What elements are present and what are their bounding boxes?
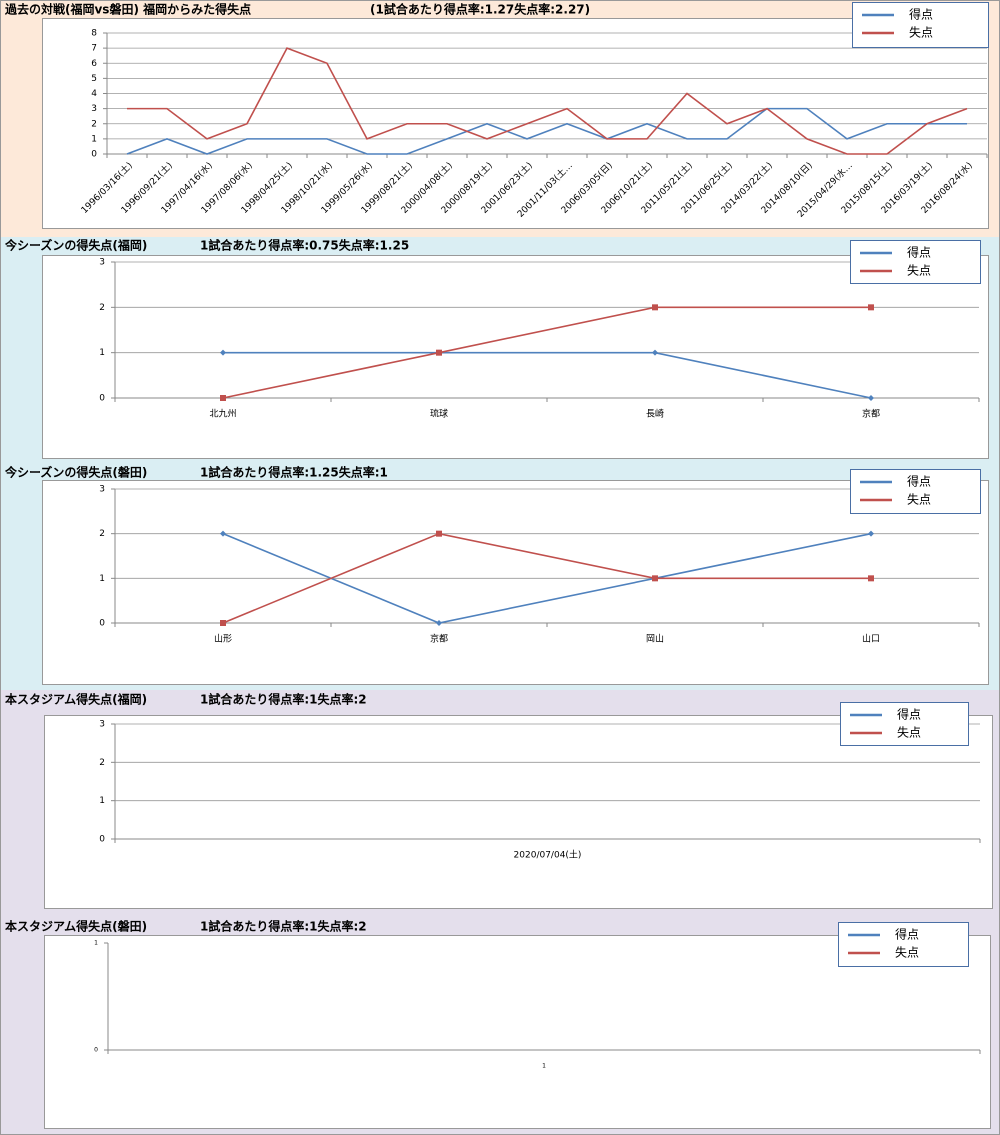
legend-box	[850, 469, 981, 514]
chart-title: 本スタジアム得失点(磐田)	[5, 919, 147, 934]
marker	[220, 395, 226, 401]
y-tick-label: 8	[91, 29, 97, 39]
series-line	[222, 306, 871, 399]
y-tick-label: 3	[91, 104, 97, 114]
legend-box	[838, 922, 969, 967]
legend-box	[840, 702, 969, 746]
chart-subtitle: 1試合あたり得点率:1失点率:2	[200, 919, 367, 934]
marker	[868, 395, 874, 401]
y-tick-label: 6	[91, 59, 97, 69]
legend-box	[852, 2, 989, 48]
legend-label: 得点	[907, 245, 931, 260]
y-tick-label: 3	[99, 720, 105, 730]
y-tick-label: 1	[94, 940, 98, 947]
legend-label: 失点	[909, 25, 933, 40]
chart-title: 今シーズンの得失点(磐田)	[4, 465, 147, 480]
legend-label: 得点	[897, 707, 921, 722]
y-tick-label: 5	[91, 74, 97, 84]
y-tick-label: 0	[99, 835, 105, 845]
legend-label: 失点	[907, 263, 931, 278]
y-tick-label: 4	[91, 89, 97, 99]
y-tick-label: 3	[99, 258, 105, 268]
plot-box	[44, 715, 993, 909]
chart-subtitle: 1試合あたり得点率:1失点率:2	[200, 692, 367, 707]
chart-title: 本スタジアム得失点(福岡)	[5, 692, 147, 707]
y-tick-label: 1	[99, 574, 105, 584]
y-tick-label: 1	[91, 134, 97, 144]
y-tick-label: 7	[91, 44, 97, 54]
legend-label: 得点	[909, 7, 933, 22]
marker	[436, 349, 442, 356]
legend-label: 得点	[895, 927, 919, 942]
plot-box	[44, 935, 991, 1129]
marker	[220, 349, 226, 356]
x-tick-label: 琉球	[430, 408, 448, 420]
chart-subtitle: 1試合あたり得点率:1.25失点率:1	[200, 465, 388, 480]
x-tick-label: 京都	[862, 408, 880, 420]
series-line	[127, 47, 968, 155]
marker	[220, 620, 226, 626]
y-tick-label: 0	[99, 394, 105, 404]
legend-box	[850, 240, 981, 284]
y-tick-label: 2	[99, 758, 105, 768]
x-tick-label: 山口	[862, 634, 880, 645]
chart-title: 過去の対戦(福岡vs磐田) 福岡からみた得失点	[4, 2, 251, 17]
marker	[436, 620, 442, 626]
chart-subtitle: (1試合あたり得点率:1.27失点率:2.27)	[370, 2, 590, 17]
plot-box	[42, 480, 989, 685]
marker	[652, 575, 658, 582]
marker	[652, 349, 658, 356]
chart-subtitle: 1試合あたり得点率:0.75失点率:1.25	[200, 238, 409, 253]
x-tick-label: 山形	[214, 633, 232, 645]
y-tick-label: 2	[99, 303, 105, 313]
marker	[868, 304, 874, 311]
y-tick-label: 0	[94, 1047, 98, 1054]
x-tick-label: 京都	[430, 633, 448, 645]
legend-label: 失点	[895, 945, 919, 960]
y-tick-label: 2	[91, 119, 97, 129]
marker	[436, 530, 442, 537]
x-tick-label: 長崎	[646, 408, 664, 420]
y-tick-label: 1	[99, 796, 105, 806]
chart-title: 今シーズンの得失点(福岡)	[4, 238, 147, 253]
marker	[868, 575, 874, 582]
y-tick-label: 3	[99, 485, 105, 495]
series-line	[222, 532, 871, 624]
y-tick-label: 1	[99, 348, 105, 358]
x-tick-label: 1	[542, 1063, 546, 1070]
legend-label: 失点	[907, 492, 931, 507]
plot-box	[42, 255, 989, 459]
marker	[868, 530, 874, 537]
series-line	[223, 351, 872, 399]
y-tick-label: 0	[99, 619, 105, 629]
y-tick-label: 0	[91, 150, 97, 160]
x-tick-label: 北九州	[209, 409, 236, 420]
y-tick-label: 2	[99, 529, 105, 539]
legend-label: 失点	[897, 725, 921, 740]
marker	[652, 304, 658, 311]
series-line	[126, 107, 967, 155]
legend-label: 得点	[907, 474, 931, 489]
x-tick-label: 岡山	[646, 634, 664, 645]
marker	[220, 530, 226, 537]
x-tick-label: 2020/07/04(土)	[514, 849, 582, 861]
